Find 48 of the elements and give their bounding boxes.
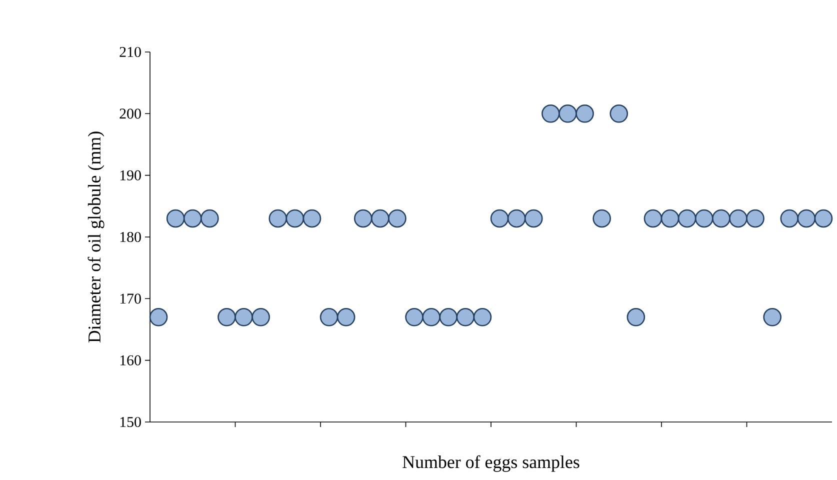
point xyxy=(456,308,475,326)
point xyxy=(422,308,440,326)
point xyxy=(524,209,543,228)
point xyxy=(507,209,526,228)
point xyxy=(200,209,219,228)
point xyxy=(746,209,764,228)
point xyxy=(234,308,253,326)
point xyxy=(320,308,338,326)
point xyxy=(592,209,611,228)
point xyxy=(354,209,372,228)
point xyxy=(678,209,696,228)
point xyxy=(268,209,288,228)
point xyxy=(405,308,424,326)
point xyxy=(626,308,646,326)
y-tick-label: 160 xyxy=(120,355,141,366)
point xyxy=(644,209,662,228)
point xyxy=(473,308,492,326)
point xyxy=(218,308,236,326)
y-tick-label: 180 xyxy=(120,232,141,242)
point xyxy=(149,308,168,326)
point xyxy=(542,104,560,123)
point xyxy=(694,209,714,228)
point xyxy=(166,209,185,228)
point xyxy=(763,308,782,326)
y-tick-label: 150 xyxy=(120,416,141,428)
point xyxy=(302,209,322,228)
y-tick-label: 210 xyxy=(120,46,141,58)
point xyxy=(252,308,270,326)
point xyxy=(388,209,406,228)
point xyxy=(576,104,594,123)
y-axis-title: Diameter of oil globule (mm) xyxy=(88,132,104,343)
point xyxy=(558,104,577,123)
point xyxy=(490,209,509,228)
point xyxy=(797,209,816,228)
point xyxy=(712,209,730,228)
point xyxy=(183,209,202,228)
point xyxy=(439,308,458,326)
y-tick-label: 200 xyxy=(120,108,141,119)
point xyxy=(286,209,304,228)
point xyxy=(780,209,799,228)
point xyxy=(336,308,356,326)
x-axis-title: Number of eggs samples xyxy=(402,455,580,472)
point xyxy=(729,209,748,228)
y-tick-label: 190 xyxy=(120,170,141,180)
point xyxy=(660,209,680,228)
point xyxy=(371,209,390,228)
y-tick-label: 170 xyxy=(120,294,141,304)
point xyxy=(610,104,628,123)
